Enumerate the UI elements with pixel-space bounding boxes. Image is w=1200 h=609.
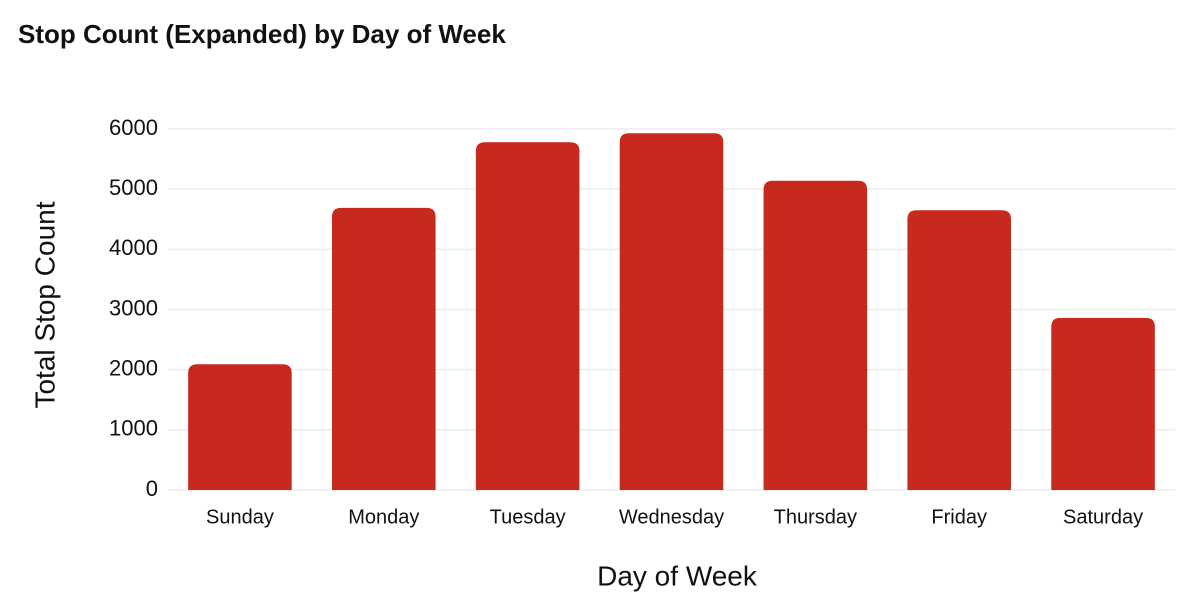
x-tick-label: Saturday [1063, 506, 1143, 528]
y-tick-label: 2000 [109, 355, 158, 380]
chart-title: Stop Count (Expanded) by Day of Week [18, 19, 506, 49]
x-tick-label: Monday [348, 506, 419, 528]
x-tick-label: Wednesday [619, 506, 724, 528]
bar [1051, 317, 1155, 490]
bar [188, 364, 292, 490]
y-tick-label: 3000 [109, 295, 158, 320]
bar [331, 207, 436, 490]
y-axis-title: Total Stop Count [29, 201, 60, 408]
bar [907, 210, 1012, 490]
x-tick-label: Sunday [206, 506, 274, 528]
y-tick-label: 6000 [109, 115, 158, 140]
y-tick-label: 0 [146, 476, 158, 501]
bar [475, 142, 580, 490]
x-tick-label: Tuesday [490, 506, 566, 528]
x-tick-label: Thursday [774, 506, 857, 528]
y-tick-label: 1000 [109, 416, 158, 441]
y-tick-label: 4000 [109, 235, 158, 260]
x-tick-label: Friday [931, 506, 987, 528]
y-tick-label: 5000 [109, 175, 158, 200]
x-axis-title: Day of Week [597, 560, 758, 591]
bar [619, 133, 724, 490]
bar [763, 180, 868, 490]
